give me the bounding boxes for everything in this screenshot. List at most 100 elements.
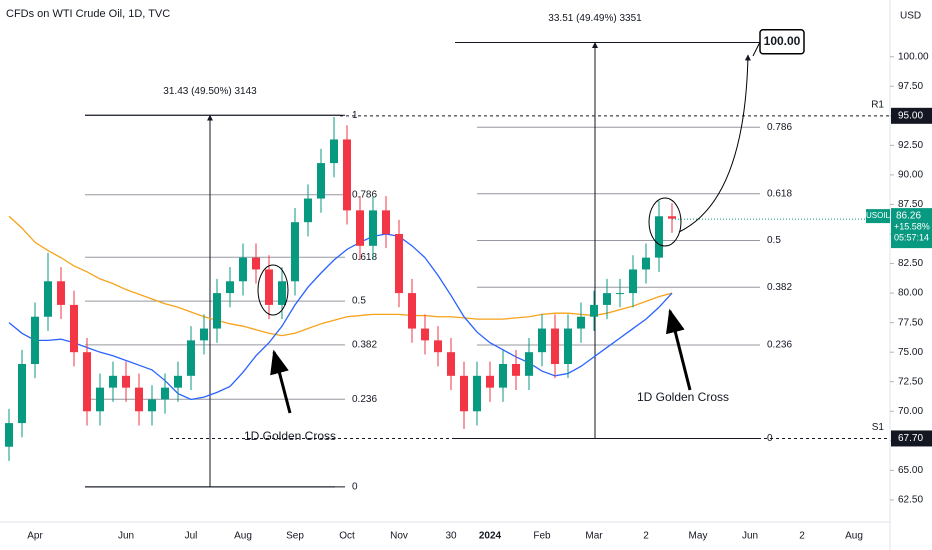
pivot-name: R1 [871,99,884,110]
candle-body [525,352,533,376]
x-tick-label: 2024 [479,531,502,542]
currency: USD [900,11,921,22]
candle-body [44,281,52,317]
y-tick-label: 87.50 [898,199,923,210]
candle-body [161,387,169,400]
fib-label: 0.618 [767,188,792,199]
candle-body [148,399,156,412]
pivot-price-box [891,430,932,447]
y-tick-label: 62.50 [898,495,923,506]
x-tick-label: 2 [799,531,805,542]
measure-label: 33.51 (49.49%) 3351 [548,13,642,24]
circle-highlight [648,197,682,247]
x-tick-label: Jun [118,531,134,542]
callout-connector [752,41,761,57]
x-tick-label: Mar [585,531,603,542]
candle-body [330,139,338,164]
candle-body [590,304,598,317]
cross-arrow [270,349,292,414]
candle-body [642,257,650,270]
candle-body [122,375,130,388]
candle-body [252,257,260,270]
candle-body [278,281,286,305]
candle-body [655,216,663,258]
candle-body [291,222,299,282]
y-tick-label: 70.00 [898,406,923,417]
fib-label: 0.786 [352,189,377,200]
y-tick-label: 92.50 [898,140,923,151]
pivot-price-box [891,107,932,124]
symbol-label: USOIL [866,211,891,220]
x-tick-label: Oct [339,531,355,542]
candle-body [31,316,39,364]
candle-body [473,375,481,412]
candle-body [395,234,403,294]
candle-body [629,269,637,294]
candle-body [564,328,572,364]
circle-highlight [257,264,289,316]
moving-average [8,215,673,337]
x-tick-label: Feb [533,531,551,542]
candle-body [83,352,91,412]
price-change: +15.58% [894,221,930,231]
x-tick-label: Jun [742,531,758,542]
x-tick-label: Jul [185,531,198,542]
candle-body [5,423,13,447]
cross-arrow [665,308,692,391]
x-tick-label: May [689,531,708,542]
candle-body [408,293,416,329]
curved-arrow [678,54,751,233]
measure-label: 31.43 (49.50%) 3143 [163,86,257,97]
symbol-badge [866,209,890,224]
candle-body [382,210,390,234]
candle-body [421,328,429,341]
candle-body [447,352,455,376]
y-tick-label: 75.00 [898,347,923,358]
candle-body [213,293,221,329]
candle-body [226,281,234,294]
target-box [759,28,805,55]
y-tick-label: 100.00 [898,51,929,62]
candle-body [499,364,507,388]
y-tick-label: 90.00 [898,170,923,181]
candle-body [57,281,65,305]
pivot-name: S1 [872,422,885,433]
candle-body [356,210,364,246]
candle-body [187,340,195,376]
candle-body [603,293,611,305]
candle-body [109,375,117,388]
candle-body [18,364,26,424]
chart-title: CFDs on WTI Crude Oil, 1D, TVC [6,8,170,20]
countdown: 05:57:14 [894,232,929,242]
candle-body [434,340,442,353]
candle-body [369,210,377,246]
fib-label: 0.382 [767,282,792,293]
fib-label: 0.236 [352,394,377,405]
x-tick-label: 2 [643,531,649,542]
x-tick-label: 30 [445,531,457,542]
moving-average [8,233,673,401]
candle-body [96,387,104,412]
candle-body [538,328,546,353]
y-tick-label: 80.00 [898,288,923,299]
annotation: 1D Golden Cross [244,429,336,443]
fib-label: 0 [352,482,358,493]
candle-body [343,139,351,211]
candle-body [70,304,78,353]
candle-body [460,375,468,412]
fib-label: 0.382 [352,340,377,351]
y-tick-label: 82.50 [898,258,923,269]
last-price: 86.26 [896,211,921,222]
candle-body [304,198,312,223]
x-tick-label: Aug [234,531,252,542]
candle-body [486,375,494,388]
x-tick-label: Apr [27,531,43,542]
y-tick-label: 65.00 [898,465,923,476]
x-tick-label: Sep [286,531,304,542]
y-tick-label: 72.50 [898,376,923,387]
annotation: 1D Golden Cross [637,390,729,404]
pivot-price: 67.70 [898,433,923,444]
pivot-price: 95.00 [898,110,923,121]
fib-label: 0.5 [767,235,781,246]
